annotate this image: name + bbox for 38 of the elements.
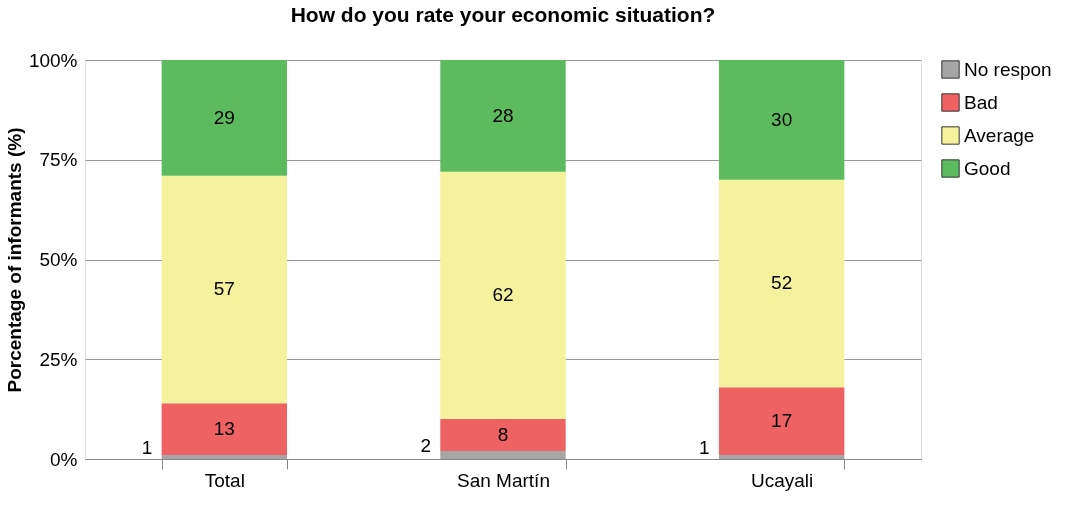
data-label: 8: [497, 424, 509, 446]
y-tick-label: 50%: [39, 249, 78, 270]
data-label: 2: [420, 435, 431, 457]
legend-label: Bad: [964, 91, 998, 113]
data-label: 62: [492, 284, 514, 306]
data-label: 1: [141, 437, 153, 459]
bar: [718, 60, 845, 180]
data-label: 13: [213, 418, 235, 440]
y-tick-label: 25%: [39, 348, 78, 370]
data-label: 28: [492, 104, 514, 126]
chart-title: How do you rate your economic situation?: [290, 3, 716, 26]
y-tick-label: 0%: [50, 448, 78, 470]
bar: [440, 451, 566, 459]
data-label: 30: [771, 108, 793, 130]
bar: [161, 403, 288, 456]
data-label: 17: [771, 410, 793, 432]
bar: [161, 455, 288, 459]
data-label: 29: [213, 106, 235, 128]
data-label: 1: [699, 437, 710, 459]
bar: [440, 419, 566, 452]
x-tick-label: San Martín: [457, 469, 550, 491]
y-tick-label: 75%: [39, 149, 78, 171]
bar: [718, 387, 845, 456]
bar: [718, 179, 845, 388]
bar: [161, 175, 288, 404]
bar: [440, 60, 566, 172]
bar: [440, 171, 566, 420]
x-tick-label: Total: [204, 469, 245, 491]
y-tick-label: 100%: [28, 49, 78, 71]
data-label: 57: [213, 278, 235, 300]
legend-label: Average: [964, 124, 1035, 146]
x-tick-label: Ucayali: [751, 469, 814, 491]
data-label: 52: [771, 272, 793, 294]
bar: [161, 60, 288, 176]
bar: [718, 455, 845, 459]
legend-label: No respon: [964, 58, 1052, 80]
y-axis-title: Porcentage of informants (%): [3, 127, 25, 393]
legend-label: Good: [964, 157, 1011, 179]
